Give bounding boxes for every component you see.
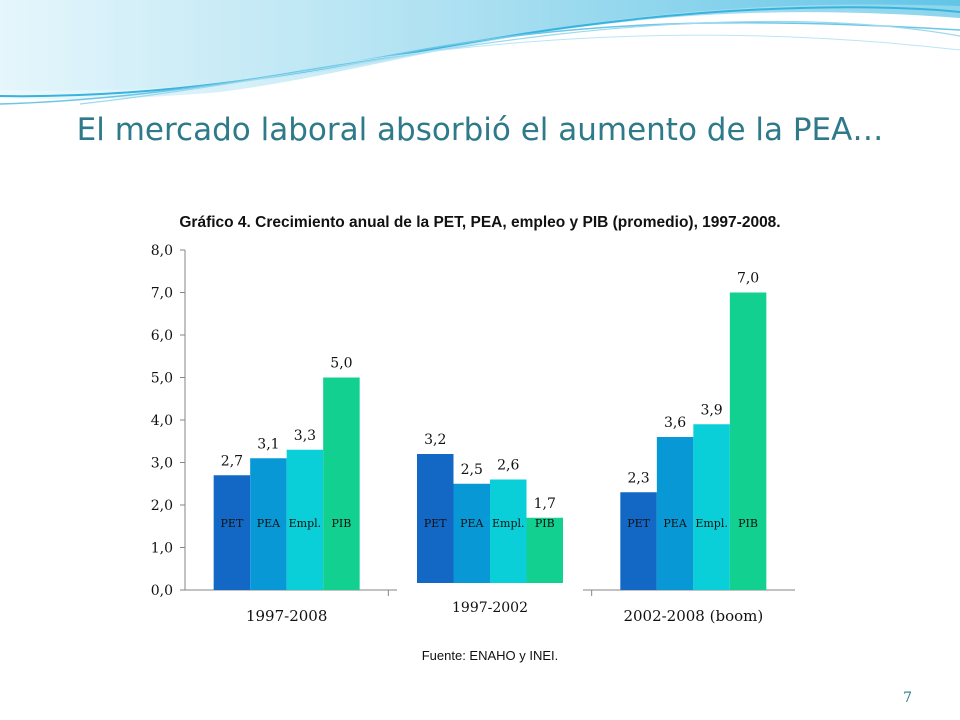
data-label: 5,0	[330, 356, 352, 372]
data-label: 3,2	[424, 432, 446, 448]
y-tick-label: 8,0	[151, 243, 173, 259]
data-label: 2,7	[221, 453, 243, 469]
bar-pea	[250, 458, 287, 590]
bar-chart: 0,0 1,0 2,0 3,0 4,0 5,0 6,0 7,0 8,0 2,7 PET 3,1 PEA 3…	[151, 243, 795, 627]
y-tick-label: 0,0	[151, 583, 173, 599]
y-tick-label: 3,0	[151, 456, 173, 472]
category-label-box	[397, 583, 583, 627]
x-category-label: 2002-2008 (boom)	[623, 607, 763, 625]
x-category-label: 1997-2002	[452, 600, 528, 616]
y-tick-label: 5,0	[151, 371, 173, 387]
page-number: 7	[903, 690, 912, 706]
bar-empl	[286, 449, 324, 590]
data-label: 2,5	[461, 462, 483, 478]
bar-pet	[213, 475, 251, 590]
series-name-label: PEA	[257, 517, 281, 530]
y-tick-label: 7,0	[151, 286, 173, 302]
bar-pib	[729, 292, 767, 590]
data-label: 3,3	[294, 428, 316, 444]
series-name-label: PEA	[460, 517, 484, 530]
data-label: 2,6	[497, 458, 519, 474]
slide-title: El mercado laboral absorbió el aumento d…	[76, 112, 884, 148]
data-label: 3,9	[700, 402, 722, 418]
series-name-label: PET	[221, 517, 244, 530]
data-label: 1,7	[534, 496, 556, 512]
bar-pib	[526, 517, 563, 590]
bar-pet	[417, 454, 454, 590]
series-name-label: PEA	[663, 517, 687, 530]
series-name-label: PET	[627, 517, 650, 530]
header-wave-decoration	[0, 0, 960, 105]
bar-pet	[620, 492, 657, 590]
series-name-label: Empl.	[695, 517, 728, 530]
bar-pea	[656, 437, 694, 590]
series-name-label: PIB	[535, 517, 555, 530]
data-label: 3,6	[664, 415, 686, 431]
y-tick-label: 4,0	[151, 413, 173, 429]
x-category-label: 1997-2008	[246, 607, 327, 625]
series-name-label: Empl.	[492, 517, 525, 530]
series-name-label: Empl.	[289, 517, 322, 530]
data-label: 2,3	[627, 470, 649, 486]
series-name-label: PIB	[738, 517, 758, 530]
series-name-label: PET	[424, 517, 447, 530]
data-label: 7,0	[737, 271, 759, 287]
y-tick-label: 6,0	[151, 328, 173, 344]
y-tick-label: 2,0	[151, 498, 173, 514]
data-label: 3,1	[257, 436, 279, 452]
bar-pea	[453, 483, 490, 590]
chart-title: Gráfico 4. Crecimiento anual de la PET, …	[179, 214, 781, 231]
source-note: Fuente: ENAHO y INEI.	[421, 648, 559, 663]
y-tick-label: 1,0	[151, 541, 173, 557]
series-name-label: PIB	[331, 517, 351, 530]
bar-empl	[490, 479, 527, 590]
bar-pib	[323, 377, 360, 590]
bar-empl	[693, 424, 730, 590]
